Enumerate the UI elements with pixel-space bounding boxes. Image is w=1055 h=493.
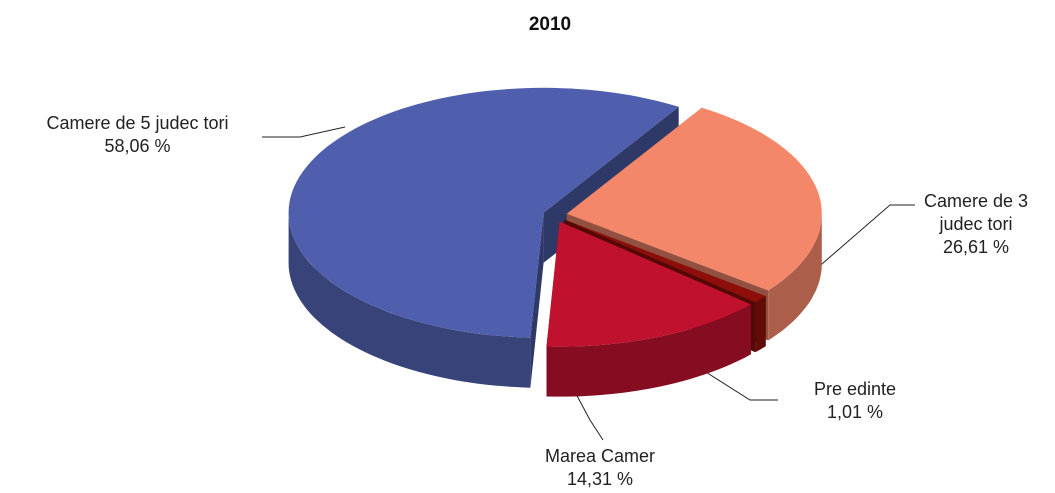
leader-line [689,361,778,401]
category-label: Camere de 3 judec tori [923,191,1029,234]
slice [564,219,766,303]
slice [566,107,822,291]
slice [288,87,679,338]
slice-side [768,213,822,341]
leader-line [262,126,346,138]
slice [546,221,751,347]
value-label: 26,61 % [942,237,1010,257]
leader-line [574,391,604,441]
value-label: 14,31 % [566,469,634,489]
category-label: Camere de 5 judec tori [46,113,229,133]
slice-label: Pre edinte 1,01 % [785,378,925,424]
slice-side [530,212,544,388]
slice-label: Camere de 3 judec tori 26,61 % [920,190,1032,259]
slice-side [288,212,531,388]
value-label: 1,01 % [826,402,884,422]
value-label: 58,06 % [104,136,171,156]
category-label: Pre edinte [813,379,897,399]
slice-label: Camere de 5 judec tori 58,06 % [10,112,265,158]
slice-label: Marea Camer 14,31 % [520,445,680,491]
leader-line [814,204,915,271]
slice-side [546,304,751,397]
chart-title: 2010 [528,14,572,35]
slice-side [755,296,766,353]
category-label: Marea Camer [544,446,656,466]
